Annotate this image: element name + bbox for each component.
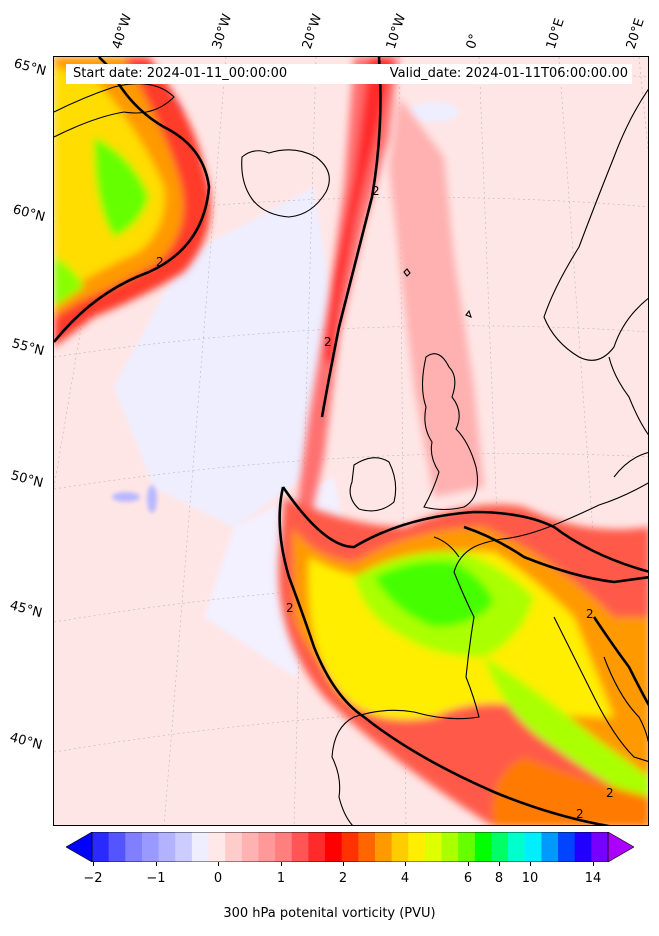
lat-label-50n: 50°N	[9, 468, 45, 492]
colorbar-outline	[91, 832, 609, 862]
lon-label-10e: 10°E	[543, 16, 568, 51]
colorbar-segment	[291, 832, 309, 862]
lat-label-60n: 60°N	[11, 202, 47, 226]
lon-label-30w: 30°W	[209, 12, 236, 51]
north-streamer	[294, 57, 484, 527]
contour-label: 2	[606, 786, 614, 800]
colorbar-segment	[424, 832, 443, 862]
colorbar-segment	[591, 832, 609, 862]
colorbar-segment	[574, 832, 592, 862]
lon-label-40w: 40°W	[109, 12, 136, 51]
contour-label: 2	[286, 601, 294, 615]
contour-label: 2	[576, 807, 584, 821]
colorbar-segment	[158, 832, 176, 862]
colorbar-segment	[92, 832, 110, 862]
britain-coast	[421, 353, 479, 511]
colorbar-tick-label: 8	[494, 871, 504, 886]
contour-label: 2	[324, 335, 332, 349]
map-panel: 2 2 2 2 2 2 2	[53, 56, 649, 826]
colorbar-segment	[408, 832, 426, 862]
contour-label: 2	[372, 184, 380, 198]
contour-label: 2	[586, 607, 594, 621]
colorbar-segment	[191, 832, 210, 862]
colorbar-segment	[541, 832, 559, 862]
colorbar-tick-label: 6	[463, 871, 473, 886]
lat-label-40n: 40°N	[8, 730, 44, 754]
colorbar-segment	[258, 832, 276, 862]
continent-coast	[331, 482, 648, 825]
colorbar-segment	[458, 832, 476, 862]
colorbar-segment	[474, 832, 492, 862]
colorbar-tick-label: 1	[276, 871, 286, 886]
colorbar-segment	[308, 832, 326, 862]
lat-label-45n: 45°N	[8, 598, 44, 622]
colorbar-tickmark	[468, 862, 469, 866]
colorbar-tickmark	[218, 862, 219, 866]
colorbar-segment	[241, 832, 259, 862]
colorbar-tickmark	[530, 862, 531, 866]
colorbar-tick-label: −1	[146, 871, 166, 886]
colorbar-label: 300 hPa potenital vorticity (PVU)	[223, 906, 436, 921]
colorbar-segment	[175, 832, 193, 862]
colorbar-segment	[358, 832, 376, 862]
colorbar-tick-label: 10	[521, 871, 539, 886]
iceland-coast	[241, 149, 330, 218]
colorbar	[66, 832, 634, 862]
colorbar-segment	[508, 832, 526, 862]
colorbar-segment	[341, 832, 359, 862]
colorbar-tickmark	[499, 862, 500, 866]
colorbar-segment	[141, 832, 160, 862]
colorbar-segment	[558, 832, 576, 862]
colorbar-tickmark	[281, 862, 282, 866]
colorbar-segment	[125, 832, 143, 862]
colorbar-tickmark	[343, 862, 344, 866]
main-trough	[278, 497, 648, 825]
colorbar-tickmark	[593, 862, 594, 866]
contour-label: 2	[156, 255, 164, 269]
colorbar-segment	[225, 832, 243, 862]
colorbar-tick-label: 2	[338, 871, 348, 886]
colorbar-segment	[524, 832, 542, 862]
colorbar-segment	[325, 832, 343, 862]
colorbar-segment	[391, 832, 409, 862]
valid-date-text: Valid_date: 2024-01-11T06:00:00.00	[389, 66, 628, 81]
lon-label-20w: 20°W	[299, 12, 326, 51]
colorbar-segment	[441, 832, 459, 862]
contour-labels: 2 2 2 2 2 2 2	[156, 184, 614, 821]
colorbar-segment	[208, 832, 226, 862]
colorbar-tick-label: 4	[400, 871, 410, 886]
colorbar-tick-label: −2	[83, 871, 103, 886]
pv-field-map: 2 2 2 2 2 2 2	[54, 57, 648, 825]
colorbar-tick-label: 0	[213, 871, 223, 886]
scandinavia-coast	[543, 88, 648, 361]
colorbar-tick-label: 14	[584, 871, 602, 886]
colorbar-tickmark	[93, 862, 94, 866]
lat-label-55n: 55°N	[10, 336, 46, 360]
lon-label-0: 0°	[463, 32, 483, 51]
lon-label-10w: 10°W	[383, 12, 410, 51]
colorbar-segment	[275, 832, 293, 862]
colorbar-tickmark	[156, 862, 157, 866]
colorbar-segment	[491, 832, 509, 862]
colorbar-extend-min	[66, 832, 93, 862]
lon-label-20e: 20°E	[623, 16, 648, 51]
colorbar-tickmark	[405, 862, 406, 866]
colorbar-segment	[108, 832, 126, 862]
ireland-coast	[349, 457, 397, 512]
start-date-text: Start date: 2024-01-11_00:00:00	[73, 66, 288, 81]
lat-label-65n: 65°N	[12, 56, 48, 80]
colorbar-segment	[374, 832, 393, 862]
coastlines	[54, 83, 648, 825]
colorbar-extend-max	[607, 832, 634, 862]
map-info-bar: Start date: 2024-01-11_00:00:00 Valid_da…	[66, 64, 632, 84]
pv-2-contours	[54, 57, 648, 825]
